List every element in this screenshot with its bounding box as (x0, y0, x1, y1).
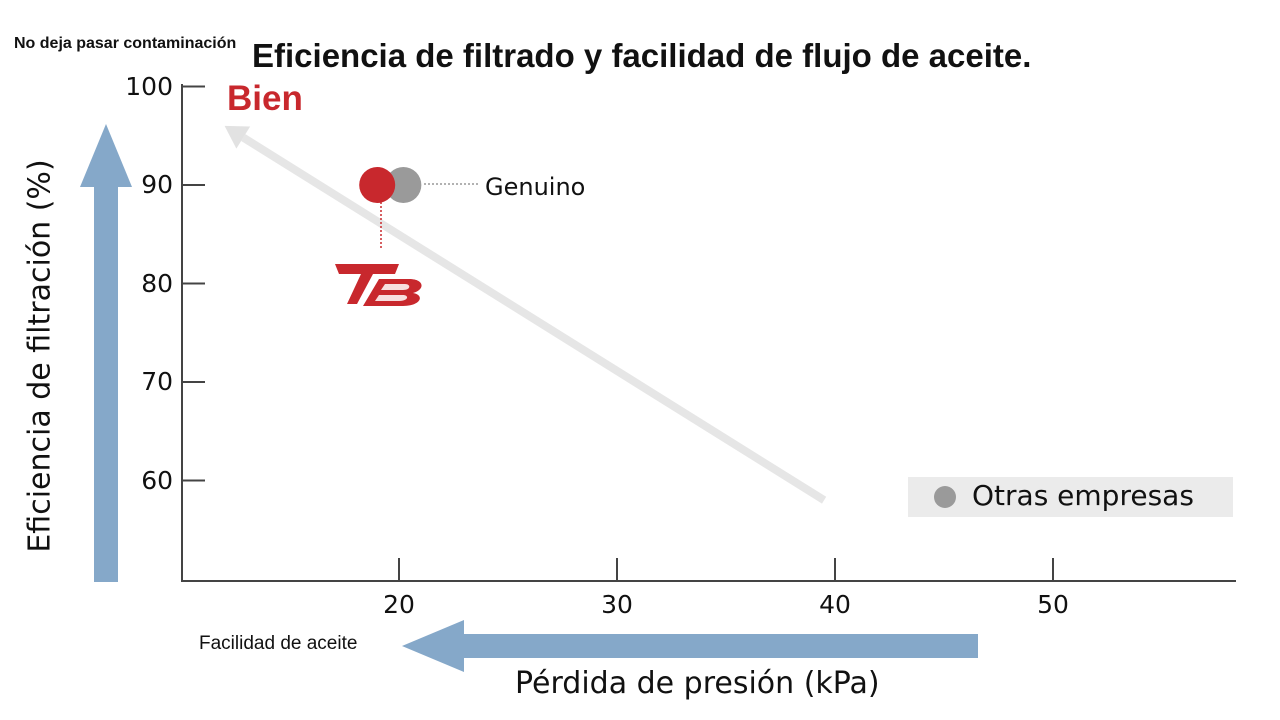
y-tick-label: 90 (141, 170, 173, 199)
trend-arrow (224, 125, 827, 504)
y-axis-label: Eficiencia de filtración (%) (22, 159, 58, 553)
y-tick-label: 80 (141, 268, 173, 298)
legend-label-otras: Otras empresas (972, 479, 1194, 512)
point-genuino (385, 167, 422, 203)
legend-marker-otras (934, 486, 956, 508)
tb-logo-icon (335, 264, 422, 306)
bien-label: Bien (227, 79, 303, 118)
y-tick-label: 70 (141, 367, 173, 396)
facilidad-label: Facilidad de aceite (199, 633, 358, 654)
y-direction-note: No deja pasar contaminación (14, 35, 237, 52)
trend-arrow-shaft (241, 134, 827, 504)
x-tick-label: 30 (601, 590, 633, 619)
left-arrow-icon (402, 620, 978, 672)
up-arrow-icon (80, 124, 132, 582)
x-tick-label: 20 (383, 590, 415, 619)
legend: Otras empresas (908, 477, 1233, 517)
y-tick-label: 60 (141, 465, 173, 495)
y-tick-label: 100 (125, 71, 173, 101)
point-brand (359, 167, 396, 203)
x-tick-label: 50 (1037, 590, 1069, 619)
x-tick-label: 40 (819, 590, 851, 619)
x-axis-label: Pérdida de presión (kPa) (515, 666, 880, 701)
trend-arrow-head (224, 125, 251, 149)
genuino-label: Genuino (485, 173, 586, 201)
chart-title: Eficiencia de filtrado y facilidad de fl… (252, 37, 1032, 74)
